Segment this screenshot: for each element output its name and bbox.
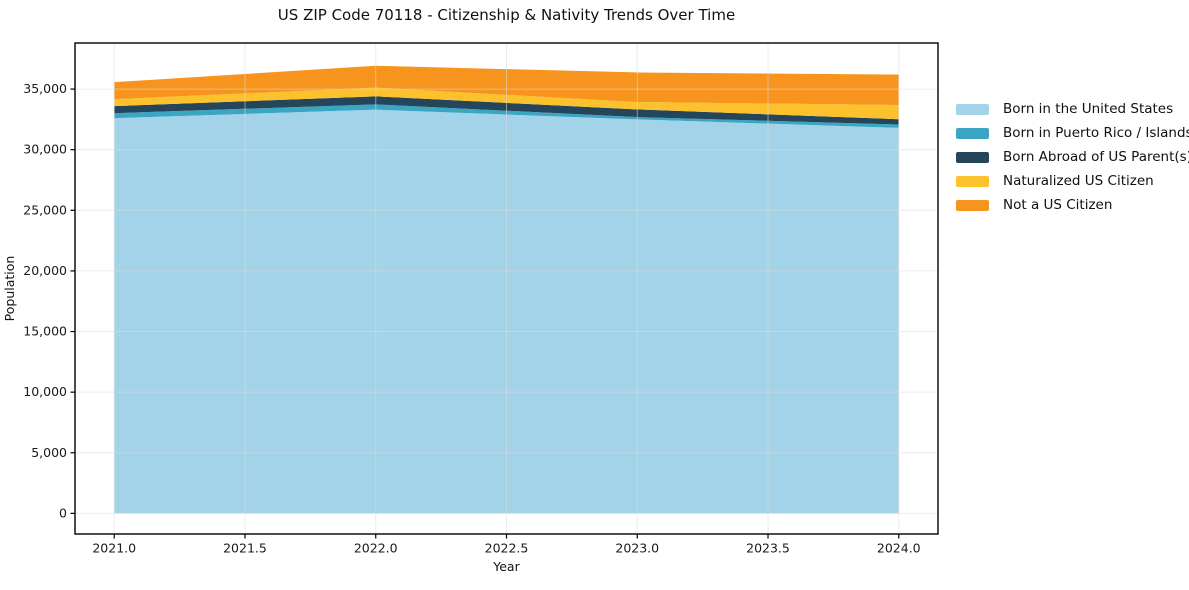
legend-item: Naturalized US Citizen [956, 173, 1189, 189]
legend-label: Born Abroad of US Parent(s) [1003, 149, 1189, 165]
x-axis-label: Year [492, 559, 520, 574]
x-tick-label: 2022.0 [354, 541, 398, 556]
y-tick-label: 35,000 [23, 81, 67, 96]
legend: Born in the United States Born in Puerto … [956, 101, 1189, 213]
legend-item: Born in the United States [956, 101, 1189, 117]
legend-swatch-icon [956, 103, 989, 115]
y-tick-label: 15,000 [23, 324, 67, 339]
legend-item: Born Abroad of US Parent(s) [956, 149, 1189, 165]
legend-label: Not a US Citizen [1003, 197, 1113, 213]
legend-item: Born in Puerto Rico / Islands [956, 125, 1189, 141]
x-tick-label: 2024.0 [877, 541, 921, 556]
chart-title: US ZIP Code 70118 - Citizenship & Nativi… [277, 6, 736, 24]
legend-swatch-icon [956, 151, 989, 163]
x-tick-label: 2021.5 [223, 541, 267, 556]
y-tick-label: 20,000 [23, 263, 67, 278]
legend-swatch-icon [956, 127, 989, 139]
legend-item: Not a US Citizen [956, 197, 1189, 213]
y-tick-label: 0 [59, 505, 67, 520]
x-tick-label: 2023.0 [615, 541, 659, 556]
x-tick-label: 2022.5 [485, 541, 529, 556]
legend-swatch-icon [956, 199, 989, 211]
y-axis-label: Population [2, 256, 17, 322]
y-tick-label: 10,000 [23, 384, 67, 399]
y-tick-label: 30,000 [23, 142, 67, 157]
area-series-3 [114, 87, 899, 120]
legend-label: Born in the United States [1003, 101, 1174, 117]
area-series-1 [114, 104, 899, 128]
legend-label: Born in Puerto Rico / Islands [1003, 125, 1189, 141]
x-tick-label: 2023.5 [746, 541, 790, 556]
x-tick-label: 2021.0 [92, 541, 136, 556]
y-tick-label: 5,000 [31, 445, 67, 460]
y-tick-label: 25,000 [23, 202, 67, 217]
legend-swatch-icon [956, 175, 989, 187]
legend-label: Naturalized US Citizen [1003, 173, 1154, 189]
